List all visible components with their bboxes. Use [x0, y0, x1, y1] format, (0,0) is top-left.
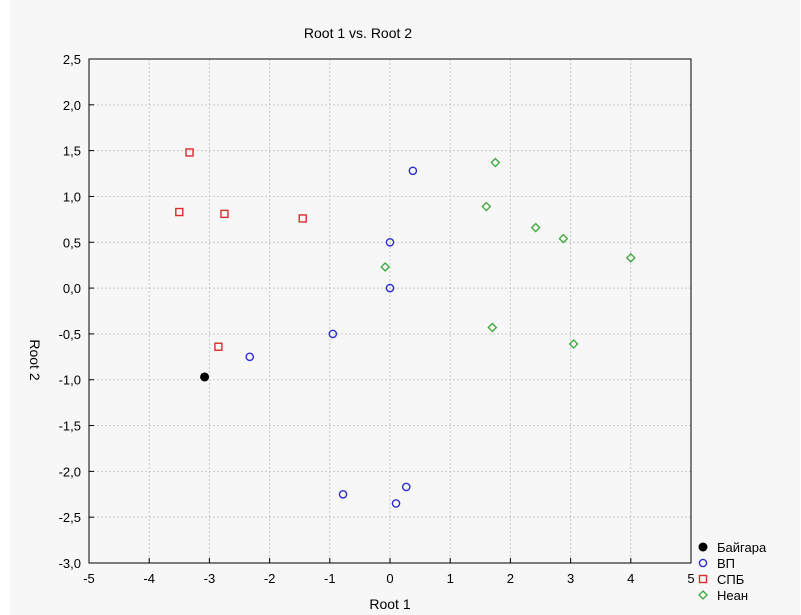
chart-title: Root 1 vs. Root 2 [304, 25, 412, 41]
legend-label: ВП [717, 556, 735, 571]
legend-item: Байгара [698, 540, 767, 555]
legend-marker [698, 558, 708, 568]
y-tick-label: 2,5 [63, 52, 81, 67]
data-point [408, 166, 418, 176]
data-point [385, 283, 395, 293]
data-point [380, 262, 391, 272]
y-tick-label: -0,5 [59, 327, 81, 342]
data-point [481, 201, 492, 212]
data-point [401, 482, 411, 492]
x-axis-ticks: -5 -4 -3 -2 -1 0 1 2 3 4 5 [83, 558, 695, 586]
x-axis-label: Root 1 [369, 596, 410, 612]
legend-item: СПБ [698, 572, 744, 587]
y-tick-label: 1,0 [63, 189, 81, 204]
data-point [487, 322, 498, 333]
x-tick-label: -5 [83, 571, 95, 586]
x-tick-label: -3 [204, 571, 216, 586]
y-tick-label: 0,5 [63, 235, 81, 250]
x-tick-label: -1 [324, 571, 336, 586]
y-tick-label: -3,0 [59, 556, 81, 571]
chart-frame [10, 0, 800, 615]
x-tick-label: 5 [687, 571, 694, 586]
y-tick-label: -2,5 [59, 510, 81, 525]
data-point [338, 489, 348, 499]
data-point [568, 339, 579, 349]
y-axis-label: Root 2 [27, 339, 43, 380]
data-point [175, 207, 184, 217]
y-tick-label: -1,0 [59, 373, 81, 388]
legend-marker [698, 542, 708, 552]
data-point [625, 252, 636, 263]
legend-label: Байгара [717, 540, 767, 555]
data-point [385, 237, 395, 247]
data-point [214, 342, 223, 351]
data-point [220, 209, 229, 219]
data-point [245, 352, 255, 362]
y-tick-label: -2,0 [59, 464, 81, 479]
legend-item: ВП [698, 556, 735, 571]
data-point [391, 499, 401, 508]
x-tick-label: 4 [627, 571, 634, 586]
data-point [530, 222, 541, 233]
data-point [490, 157, 501, 168]
x-tick-label: 3 [567, 571, 574, 586]
legend-label: СПБ [717, 572, 744, 587]
x-tick-label: 2 [507, 571, 514, 586]
x-tick-label: -2 [264, 571, 276, 586]
data-point [328, 329, 338, 339]
legend-marker [698, 590, 708, 600]
y-tick-label: 0,0 [63, 281, 81, 296]
x-tick-label: 0 [386, 571, 393, 586]
x-tick-label: -4 [143, 571, 155, 586]
legend-marker [698, 574, 708, 584]
y-axis-ticks: -3,0 -2,5 -2,0 -1,5 -1,0 -0,5 0,0 0,5 1,0 1,5 2,0 2… [59, 52, 94, 571]
x-tick-label: 1 [447, 571, 454, 586]
y-tick-label: 1,5 [63, 144, 81, 159]
legend-item: Неан [698, 588, 748, 603]
data-point [298, 214, 307, 223]
data-point [200, 372, 210, 382]
y-tick-label: 2,0 [63, 98, 81, 113]
y-tick-label: -1,5 [59, 419, 81, 434]
grid [89, 59, 691, 563]
data-point [185, 148, 194, 157]
data-point [558, 233, 569, 244]
data-points [175, 148, 636, 508]
legend-label: Неан [717, 588, 748, 603]
